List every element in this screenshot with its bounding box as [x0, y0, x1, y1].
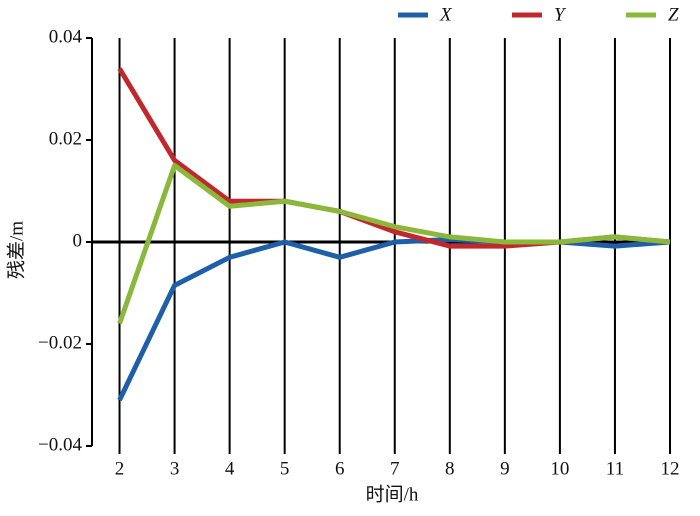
- y-tick-label: −0.02: [38, 332, 82, 353]
- legend-label: Y: [554, 4, 567, 25]
- x-tick-label: 10: [550, 458, 569, 479]
- x-tick-label: 8: [445, 458, 455, 479]
- series-line: [117, 163, 671, 325]
- x-tick-label: 12: [661, 458, 680, 479]
- x-tick-label: 11: [606, 458, 624, 479]
- x-tick-label: 3: [170, 458, 180, 479]
- y-tick-label: 0.04: [49, 26, 83, 47]
- x-tick-label: 4: [225, 458, 235, 479]
- x-tick-label: 7: [390, 458, 400, 479]
- legend-label: Z: [668, 4, 679, 25]
- x-tick-label: 2: [115, 458, 125, 479]
- x-axis-label: 时间/h: [366, 483, 419, 505]
- x-tick-label: 5: [280, 458, 290, 479]
- legend-label: X: [439, 4, 453, 25]
- x-tick-label: 6: [335, 458, 345, 479]
- y-tick-label: 0: [73, 230, 83, 251]
- y-tick-label: −0.04: [38, 434, 82, 455]
- y-tick-label: 0.02: [49, 128, 82, 149]
- y-axis-label: 残差/m: [5, 221, 27, 279]
- x-tick-label: 9: [500, 458, 510, 479]
- legend: X Y Z: [398, 4, 679, 25]
- series-line: [117, 236, 671, 402]
